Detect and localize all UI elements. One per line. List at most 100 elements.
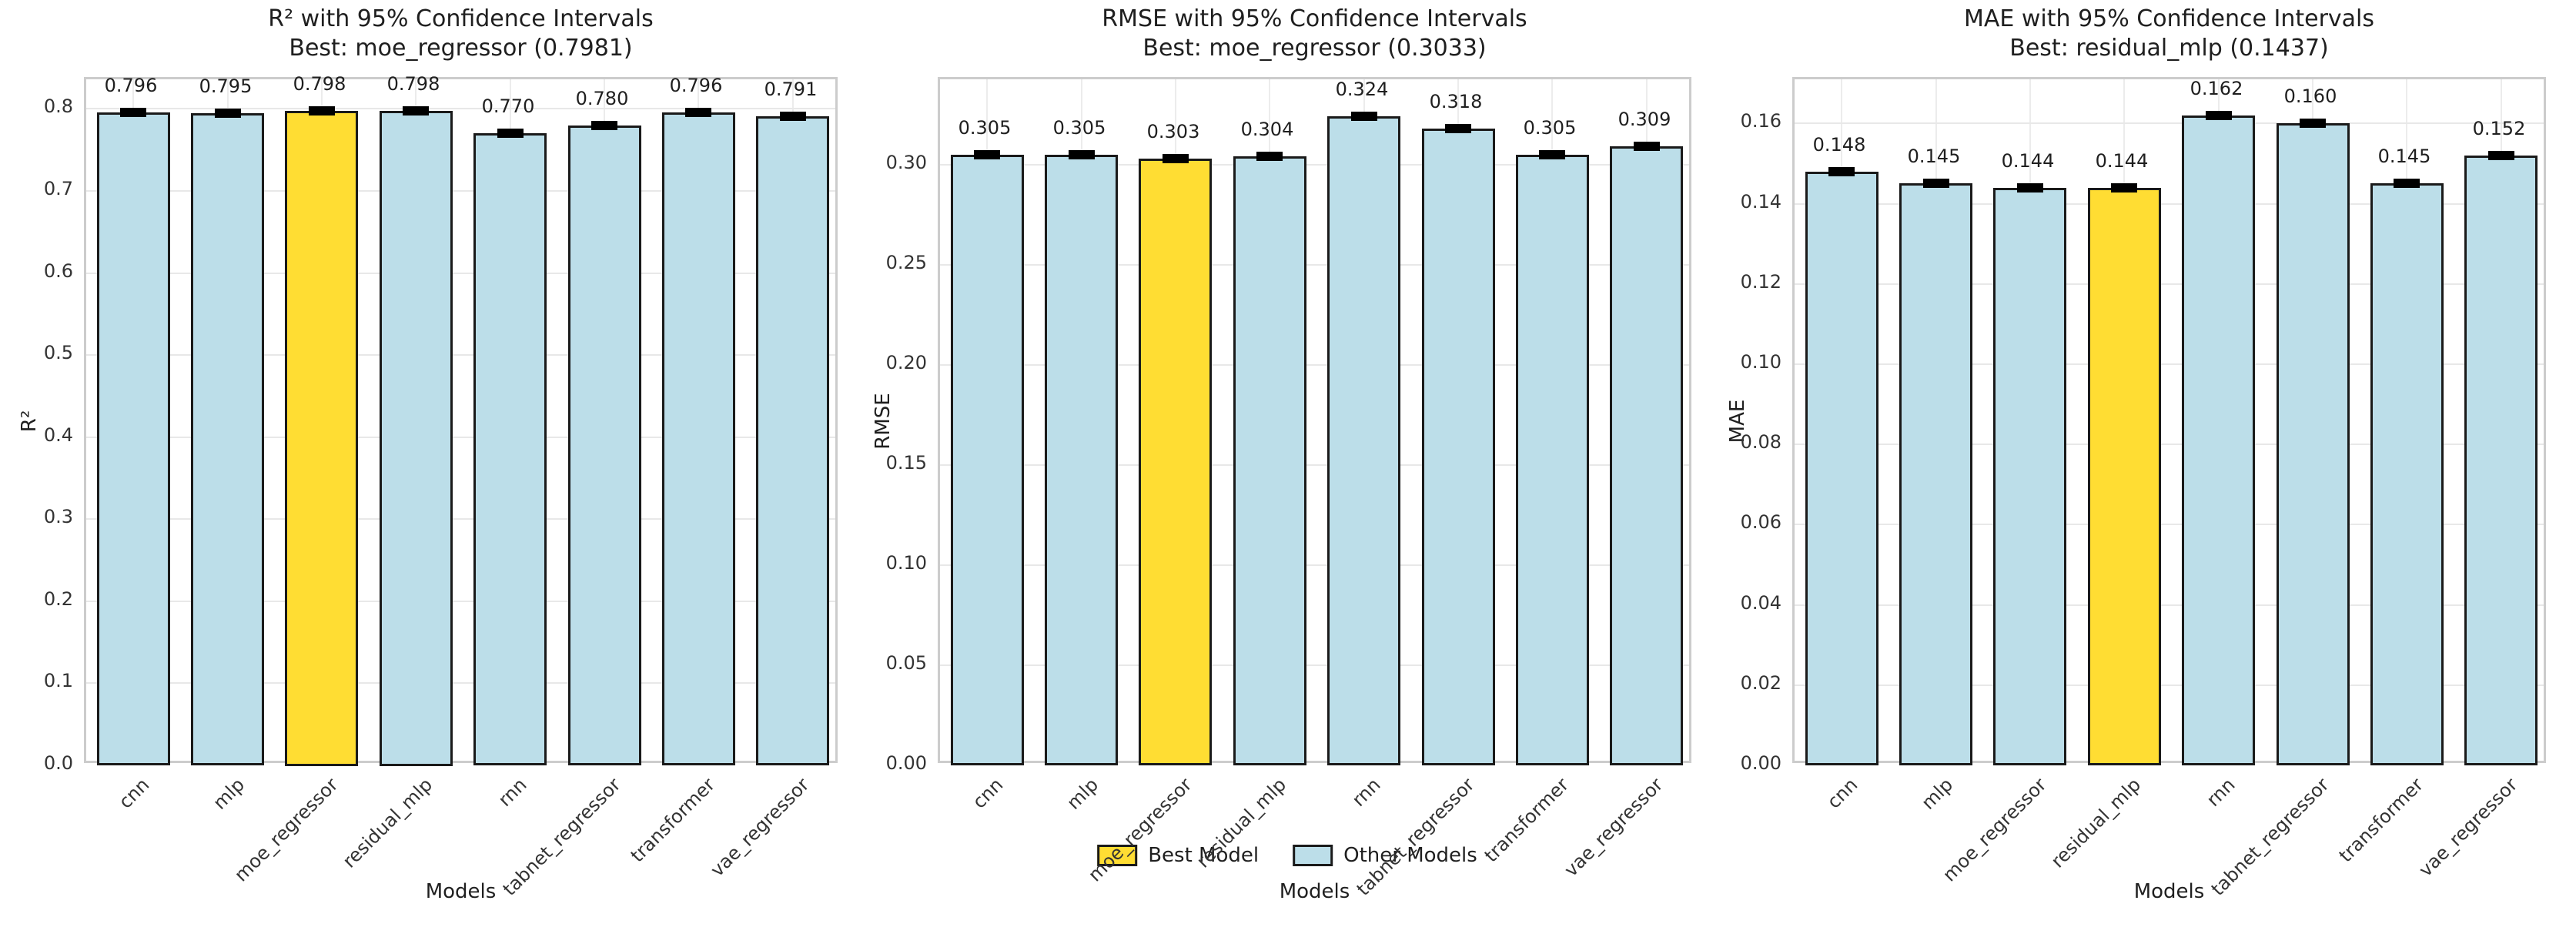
- y-tick-label: 0.08: [1740, 431, 1781, 453]
- y-tick-label: 0.5: [43, 342, 73, 363]
- gridline-horizontal: [1795, 283, 2544, 285]
- legend-item: Best Model: [1097, 844, 1259, 867]
- gridline-horizontal: [86, 190, 835, 192]
- subplot2-title-line1: RMSE with 95% Confidence Intervals: [1102, 5, 1527, 32]
- bar-value-label: 0.145: [2377, 146, 2431, 167]
- y-tick-label: 0.0: [43, 752, 73, 774]
- bar-value-label: 0.780: [575, 88, 629, 109]
- gridline-horizontal: [86, 354, 835, 356]
- error-bar: [1539, 150, 1565, 159]
- error-bar: [780, 112, 806, 121]
- x-tick-label: mlp: [1062, 774, 1102, 814]
- subplot3-plot-area: [1792, 77, 2546, 765]
- y-tick-label: 0.02: [1740, 672, 1781, 694]
- error-bar: [403, 106, 429, 115]
- gridline-horizontal: [940, 364, 1689, 366]
- error-bar: [2300, 119, 2326, 128]
- gridline-horizontal: [86, 518, 835, 520]
- error-bar: [120, 108, 146, 117]
- y-tick-label: 0.8: [43, 95, 73, 117]
- x-tick-label: transformer: [626, 774, 719, 867]
- bar: [1899, 183, 1972, 765]
- error-bar: [2394, 179, 2420, 188]
- bar: [568, 126, 641, 765]
- gridline-horizontal: [1795, 604, 2544, 606]
- error-bar: [2488, 151, 2514, 160]
- bar: [1422, 129, 1495, 765]
- bar: [756, 116, 829, 765]
- bar-value-label: 0.305: [1523, 117, 1577, 139]
- bar-value-label: 0.160: [2283, 85, 2337, 107]
- bar: [1233, 156, 1306, 765]
- error-bar: [2206, 111, 2232, 120]
- bar-value-label: 0.796: [104, 75, 158, 96]
- x-tick-label: moe_regressor: [1939, 774, 2051, 886]
- bar-value-label: 0.144: [2001, 150, 2055, 172]
- gridline-horizontal: [1795, 363, 2544, 365]
- subplot3-xlabel: Models: [2133, 880, 2205, 903]
- x-tick-label: cnn: [1823, 774, 1862, 813]
- error-bar: [2017, 183, 2043, 192]
- y-tick-label: 0.30: [885, 152, 927, 173]
- y-tick-label: 0.05: [885, 652, 927, 674]
- y-tick-label: 0.15: [885, 452, 927, 474]
- y-tick-label: 0.16: [1740, 110, 1781, 132]
- legend-swatch-best-model: [1097, 845, 1138, 866]
- gridline-horizontal: [1795, 444, 2544, 445]
- bar: [2182, 115, 2255, 765]
- y-tick-label: 0.6: [43, 260, 73, 282]
- bar-value-label: 0.148: [1812, 134, 1866, 156]
- gridline-horizontal: [940, 664, 1689, 666]
- gridline-horizontal: [940, 264, 1689, 266]
- gridline-horizontal: [86, 108, 835, 109]
- gridline-horizontal: [940, 464, 1689, 466]
- legend-swatch-other-models: [1293, 845, 1333, 866]
- error-bar: [974, 150, 1000, 159]
- error-bar: [685, 108, 711, 117]
- error-bar: [497, 129, 524, 138]
- error-bar: [1069, 150, 1095, 159]
- y-tick-label: 0.06: [1740, 511, 1781, 533]
- bar-value-label: 0.318: [1429, 91, 1483, 112]
- bar-best-model: [2088, 188, 2161, 765]
- x-tick-label: rnn: [1347, 774, 1385, 811]
- x-tick-label: residual_mlp: [2046, 774, 2145, 872]
- subplot2-plot-area: [938, 77, 1691, 765]
- bar: [473, 133, 547, 765]
- bar: [1045, 155, 1118, 765]
- error-bar: [1445, 124, 1471, 133]
- gridline-horizontal: [86, 682, 835, 684]
- y-tick-label: 0.2: [43, 588, 73, 610]
- bar-value-label: 0.324: [1335, 79, 1389, 100]
- y-tick-label: 0.4: [43, 424, 73, 446]
- subplot3-title-line1: MAE with 95% Confidence Intervals: [1963, 5, 2375, 32]
- bar-value-label: 0.798: [293, 73, 346, 95]
- y-tick-label: 0.00: [1740, 752, 1781, 774]
- bar-value-label: 0.304: [1240, 119, 1294, 140]
- x-tick-label: residual_mlp: [338, 774, 437, 872]
- x-tick-label: transformer: [1480, 774, 1573, 867]
- bar-value-label: 0.144: [2095, 150, 2149, 172]
- y-tick-label: 0.12: [1740, 271, 1781, 293]
- y-tick-label: 0.7: [43, 178, 73, 199]
- bar: [1993, 188, 2066, 765]
- bar-best-model: [1139, 159, 1212, 765]
- y-tick-label: 0.04: [1740, 592, 1781, 614]
- y-tick-label: 0.25: [885, 252, 927, 273]
- bar-value-label: 0.162: [2190, 78, 2243, 99]
- bar-value-label: 0.796: [669, 75, 723, 96]
- gridline-horizontal: [1795, 203, 2544, 205]
- subplot1-plot-area: [84, 77, 838, 766]
- gridline-horizontal: [86, 601, 835, 602]
- subplot2-title: RMSE with 95% Confidence Intervals Best:…: [938, 5, 1691, 63]
- bar-value-label: 0.309: [1618, 109, 1671, 130]
- x-tick-label: rnn: [2202, 774, 2240, 811]
- x-tick-label: vae_regressor: [2414, 774, 2522, 882]
- bar-value-label: 0.152: [2472, 118, 2526, 139]
- error-bar: [1256, 152, 1283, 161]
- y-tick-label: 0.1: [43, 670, 73, 691]
- subplot3-title-line2: Best: residual_mlp (0.1437): [2009, 35, 2329, 62]
- bar-value-label: 0.303: [1146, 121, 1200, 142]
- gridline-horizontal: [1795, 685, 2544, 686]
- x-tick-label: rnn: [493, 774, 531, 811]
